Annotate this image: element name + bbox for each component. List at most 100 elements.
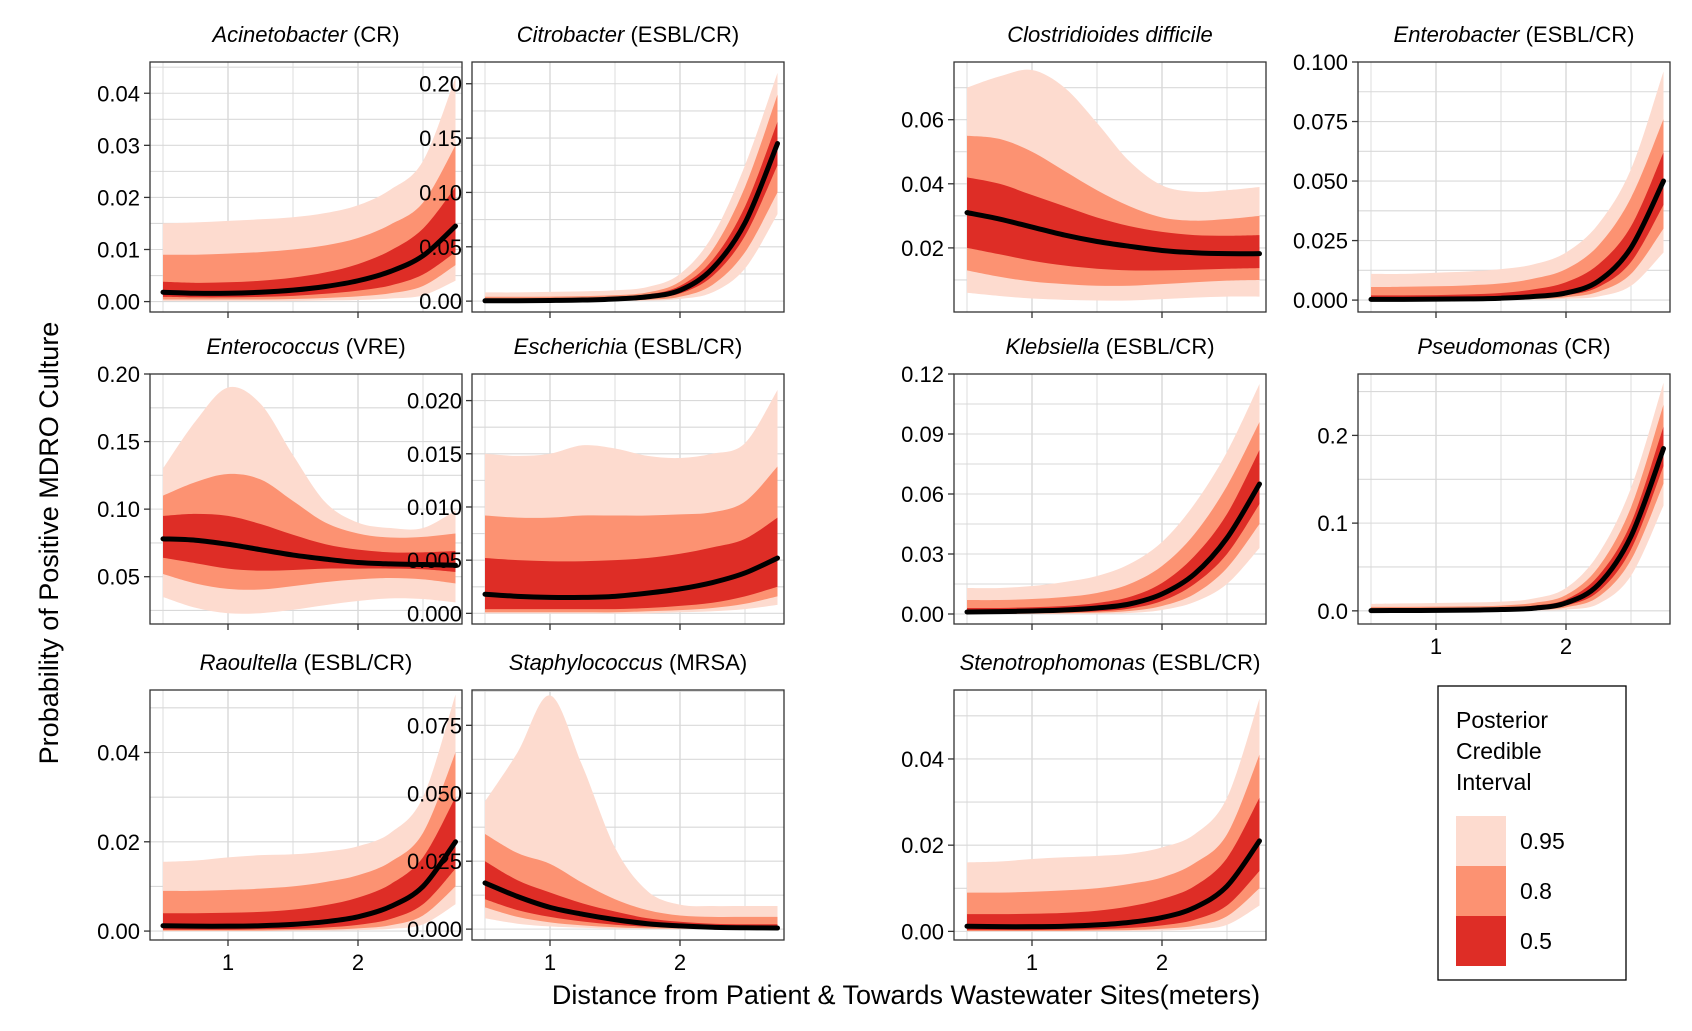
facet-panel: 0.000 0.025 0.050 0.075 1 2 Staphylococcus (MR… [407,650,785,975]
y-tick-label: 0.03 [901,542,944,567]
y-tick-label: 0.02 [901,236,944,261]
panel-title: Pseudomonas (CR) [1417,334,1610,359]
y-tick-label: 0.10 [419,180,462,205]
band-80 [163,752,456,931]
panel-border [149,61,463,313]
panel-title-genus: Klebsiella [1005,334,1099,359]
y-tick-label: 0.020 [407,389,462,414]
y-tick-label: 0.12 [901,362,944,387]
credible-bands [964,698,1262,932]
legend-label: 0.8 [1520,878,1552,904]
credible-bands [482,389,780,614]
y-tick-label: 0.03 [97,133,140,158]
panel-title-suffix: (ESBL/CR) [1520,22,1635,47]
y-tick-label: 0.100 [1293,50,1348,75]
band-95 [967,384,1260,615]
panel-title: Staphylococcus (MRSA) [509,650,747,675]
panel-title-genus: Pseudomonas [1417,334,1558,359]
panel-title-genus: Enterobacter [1394,22,1522,47]
panel-title-genus: Citrobacter [517,22,626,47]
panel-border [953,61,1267,313]
y-tick-label: 0.05 [97,565,140,590]
median-line [1368,178,1666,302]
legend-title-line: Interval [1456,769,1531,795]
legend-label: 0.5 [1520,928,1552,954]
panel-title-genus: Clostridioides difficile [1007,22,1212,47]
panel-title-suffix: (CR) [347,22,400,47]
legend-label: 0.95 [1520,828,1565,854]
credible-bands [482,695,780,931]
y-tick-label: 0.02 [97,185,140,210]
legend-key [1456,916,1506,966]
panel-title-suffix: (ESBL/CR) [1100,334,1215,359]
y-tick-label: 0.05 [419,235,462,260]
panel-title: Citrobacter (ESBL/CR) [517,22,740,47]
median-line [482,555,780,601]
panel-title-genus: Acinetobacter [210,22,348,47]
credible-bands [482,72,780,304]
y-tick-label: 0.075 [1293,110,1348,135]
panel-border [471,689,785,941]
y-tick-label: 0.04 [901,747,944,772]
x-tick-label: 2 [1560,634,1572,659]
legend-key [1456,866,1506,916]
credible-bands [1368,71,1666,302]
panel-title-suffix: (MRSA) [663,650,747,675]
y-tick-label: 0.10 [97,497,140,522]
y-tick-label: 0.00 [97,919,140,944]
y-tick-label: 0.025 [1293,229,1348,254]
panel-title: Enterococcus (VRE) [206,334,405,359]
median-line [1368,446,1666,614]
band-50 [163,513,456,572]
panel-title-suffix: a (ESBL/CR) [615,334,742,359]
facet-panel: 0.00 0.01 0.02 0.03 0.04 Acinetobacter (CR) [97,22,463,318]
band-50 [163,797,456,930]
facet-panel: 0.000 0.005 0.010 0.015 0.020 Escherichia (ES… [407,334,785,630]
y-tick-label: 0.075 [407,713,462,738]
y-tick-label: 0.04 [901,172,944,197]
facet-panel: 0.02 0.04 0.06 Clostridioides difficile [901,22,1267,318]
panel-border [471,61,785,313]
credible-bands [160,77,458,302]
median-line [160,223,458,296]
y-tick-label: 0.00 [901,602,944,627]
y-tick-label: 0.02 [901,833,944,858]
panel-title-genus: Stenotrophomonas [960,650,1146,675]
x-tick-label: 2 [674,950,686,975]
credible-bands [964,384,1262,615]
panel-title: Klebsiella (ESBL/CR) [1005,334,1214,359]
y-tick-label: 0.050 [1293,169,1348,194]
credible-bands [964,69,1262,301]
y-tick-label: 0.0 [1317,599,1348,624]
median-line [964,481,1262,615]
panel-border [953,689,1267,941]
facet-panel: 0.00 0.02 0.04 1 2 Stenotrophomonas (ESBL/CR) [901,650,1267,975]
y-tick-label: 0.000 [407,601,462,626]
legend-title-line: Posterior [1456,707,1548,733]
y-tick-label: 0.15 [97,430,140,455]
y-axis-title: Probability of Positive MDRO Culture [34,322,64,765]
facet-panel: 0.00 0.05 0.10 0.15 0.20 Citrobacter (ESBL/CR… [419,22,785,318]
y-tick-label: 0.06 [901,108,944,133]
facet-panel: 0.000 0.025 0.050 0.075 0.100 Enterobacter (E… [1293,22,1671,318]
panel-border [1357,61,1671,313]
band-95 [1371,71,1664,301]
y-tick-label: 0.20 [97,362,140,387]
panel-title-suffix: (ESBL/CR) [1145,650,1260,675]
band-50 [163,187,456,298]
y-tick-label: 0.005 [407,548,462,573]
panel-border [149,689,463,941]
panel-title-genus: Enterococcus [206,334,339,359]
x-tick-label: 1 [544,950,556,975]
panel-border [471,373,785,625]
legend-title-line: Credible [1456,738,1542,764]
panel-border [953,373,1267,625]
y-tick-label: 0.00 [901,919,944,944]
facet-panel: 0.00 0.03 0.06 0.09 0.12 Klebsiella (ESBL/CR) [901,334,1267,630]
y-tick-label: 0.00 [419,289,462,314]
y-tick-label: 0.04 [97,741,140,766]
band-80 [1371,119,1664,300]
panels-layer: 0.00 0.0 1 0.02 0.03 0.04 Acinetobacter (CR) 0.… [97,22,1671,975]
y-tick-label: 0.15 [419,126,462,151]
